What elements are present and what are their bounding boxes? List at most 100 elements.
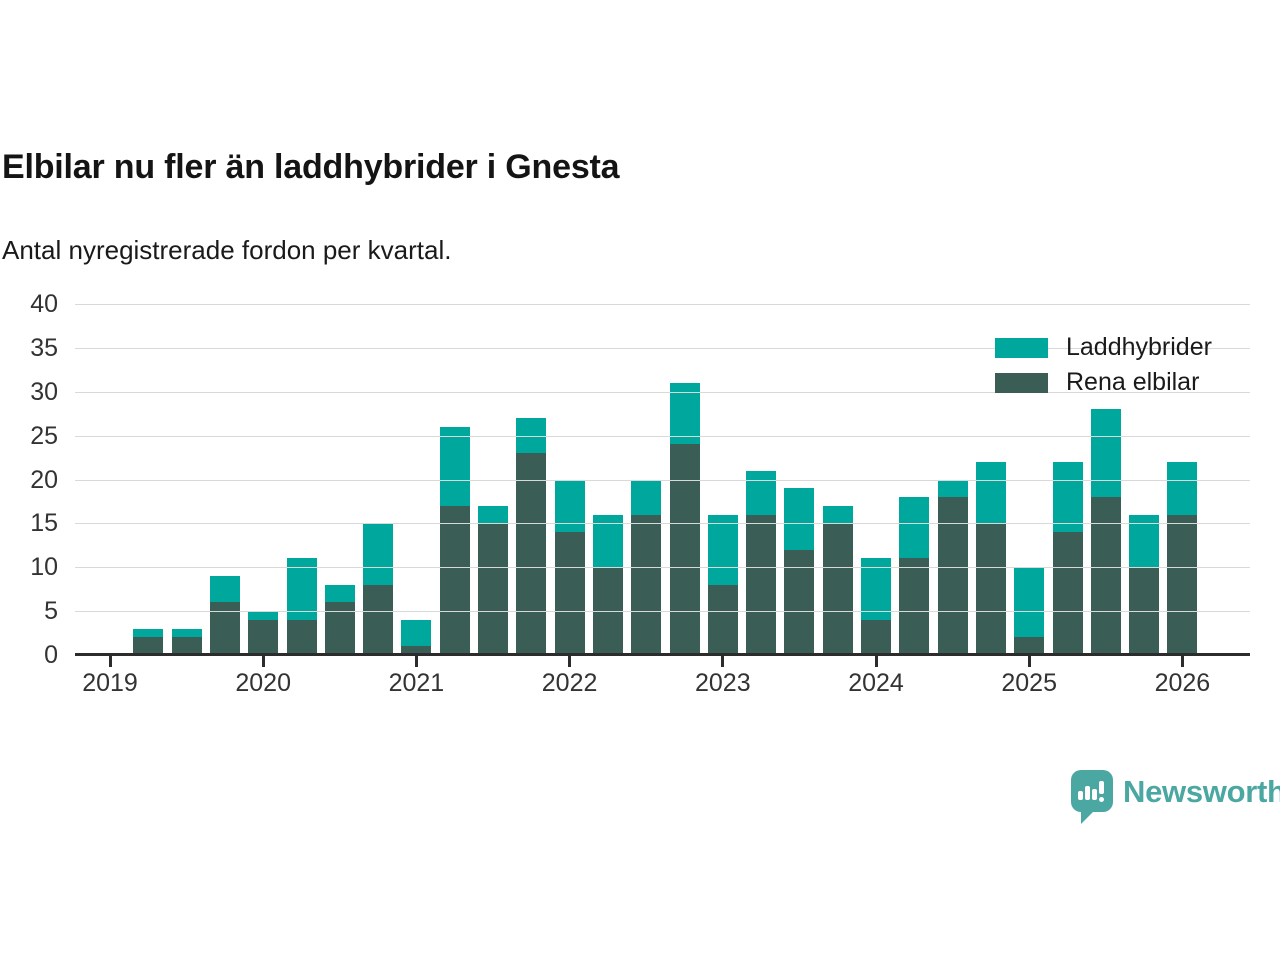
bar-2025-q2-rena-elbilar	[1052, 532, 1083, 655]
y-gridline-20	[75, 479, 1250, 481]
bar-2023-q3-laddhybrider	[784, 488, 815, 550]
legend-label: Rena elbilar	[1066, 368, 1200, 396]
bar-2022-q3-laddhybrider	[631, 479, 662, 515]
y-axis-label-20: 20	[30, 465, 58, 494]
y-axis-label-5: 5	[44, 597, 58, 626]
y-axis-label-15: 15	[30, 509, 58, 538]
bar-2019-q4-rena-elbilar	[209, 602, 240, 655]
logo-exclamation-dot	[1099, 796, 1104, 802]
bar-2020-q4-rena-elbilar	[363, 584, 394, 655]
bar-2022-q3-rena-elbilar	[631, 514, 662, 655]
bar-2021-q4-rena-elbilar	[516, 453, 547, 655]
y-gridline-5	[75, 611, 1250, 613]
bar-2024-q1-laddhybrider	[861, 558, 891, 620]
bar-2025-q3-rena-elbilar	[1090, 497, 1121, 655]
x-axis-label-2020: 2020	[235, 669, 291, 697]
y-axis-label-10: 10	[30, 553, 58, 582]
bar-2021-q3-laddhybrider	[478, 505, 508, 524]
bar-2023-q4-laddhybrider	[822, 505, 853, 524]
bar-2024-q3-rena-elbilar	[937, 497, 968, 655]
bar-2020-q3-laddhybrider	[324, 584, 355, 603]
legend-item-laddhybrider: Laddhybrider	[995, 330, 1212, 365]
x-axis	[75, 653, 1250, 656]
bar-2023-q2-rena-elbilar	[746, 514, 777, 655]
bar-2024-q4-rena-elbilar	[975, 523, 1006, 655]
x-axis-tick-2024	[874, 656, 878, 667]
bar-2023-q2-laddhybrider	[746, 470, 777, 515]
x-axis-label-2026: 2026	[1154, 669, 1211, 697]
legend-label: Laddhybrider	[1066, 333, 1212, 361]
bar-2025-q2-laddhybrider	[1052, 461, 1083, 533]
bar-2021-q4-laddhybrider	[516, 418, 547, 454]
x-axis-tick-2021	[414, 656, 418, 667]
logo-bar-1	[1078, 791, 1083, 800]
legend: Laddhybrider Rena elbilar	[995, 330, 1212, 400]
x-axis-label-2023: 2023	[694, 669, 751, 697]
bar-2024-q4-laddhybrider	[975, 461, 1006, 524]
bar-2021-q1-laddhybrider	[401, 619, 432, 647]
bar-2019-q2-laddhybrider	[133, 628, 164, 638]
legend-item-rena-elbilar: Rena elbilar	[995, 365, 1212, 400]
bar-2022-q1-laddhybrider	[554, 479, 585, 533]
bar-2019-q2-rena-elbilar	[133, 637, 164, 655]
y-gridline-40	[75, 304, 1250, 305]
bar-2022-q1-rena-elbilar	[554, 532, 585, 655]
rena-elbilar-swatch-icon	[995, 372, 1048, 393]
bar-2019-q3-rena-elbilar	[171, 637, 202, 655]
bar-2019-q4-laddhybrider	[209, 576, 240, 603]
y-gridline-15	[75, 523, 1250, 525]
x-axis-label-2025: 2025	[1001, 669, 1057, 697]
bar-2025-q3-laddhybrider	[1090, 409, 1121, 498]
logo-bar-3	[1092, 789, 1097, 800]
y-gridline-30	[75, 391, 1250, 393]
y-axis-label-30: 30	[30, 377, 58, 406]
bar-2025-q1-laddhybrider	[1014, 567, 1045, 638]
bar-2023-q1-rena-elbilar	[707, 584, 738, 655]
chart-title: Elbilar nu fler än laddhybrider i Gnesta	[2, 148, 620, 186]
newsworthy-logo: Newsworthy	[1071, 770, 1280, 824]
x-axis-tick-2022	[568, 656, 572, 667]
bar-2020-q4-laddhybrider	[363, 523, 394, 585]
bar-2020-q3-rena-elbilar	[324, 602, 355, 655]
bar-2021-q3-rena-elbilar	[478, 523, 508, 655]
bar-2021-q2-laddhybrider	[439, 426, 470, 506]
bar-2022-q4-rena-elbilar	[669, 444, 700, 655]
y-axis-label-25: 25	[30, 421, 58, 450]
x-axis-label-2021: 2021	[388, 669, 445, 697]
logo-exclamation-stroke	[1099, 781, 1104, 794]
bar-2024-q3-laddhybrider	[937, 479, 968, 498]
bar-2024-q1-rena-elbilar	[861, 619, 891, 655]
plot-area: 2026 2025 2024 2023 2022 2021 2020 2019 40 35 30 25…	[0, 280, 1280, 710]
laddhybrider-swatch-icon	[995, 337, 1048, 358]
bar-2020-q2-laddhybrider	[286, 558, 317, 620]
logo-bar-2	[1085, 786, 1090, 800]
brand-name: Newsworthy	[1123, 774, 1280, 809]
bar-2022-q4-laddhybrider	[669, 382, 700, 445]
bar-2025-q4-laddhybrider	[1129, 514, 1160, 568]
x-axis-tick-2023	[721, 656, 725, 667]
bar-2025-q1-rena-elbilar	[1014, 637, 1045, 655]
bar-chart-speech-bubble-icon	[1071, 770, 1113, 824]
bar-2022-q2-laddhybrider	[592, 514, 623, 568]
y-axis-label-0: 0	[44, 641, 58, 669]
x-axis-tick-2025	[1027, 656, 1031, 667]
bar-2019-q3-laddhybrider	[171, 628, 202, 638]
bar-2020-q1-laddhybrider	[248, 611, 279, 620]
y-axis-label-35: 35	[30, 333, 58, 362]
x-axis-tick-2019	[108, 656, 112, 667]
y-gridline-25	[75, 435, 1250, 437]
bar-2023-q3-rena-elbilar	[784, 549, 815, 655]
y-gridline-35	[75, 347, 1250, 349]
bar-2023-q1-laddhybrider	[707, 514, 738, 585]
chart-subtitle: Antal nyregistrerade fordon per kvartal.	[2, 235, 452, 265]
x-axis-label-2024: 2024	[848, 669, 904, 697]
bar-2020-q1-rena-elbilar	[248, 619, 279, 655]
bar-2026-q1-laddhybrider	[1167, 461, 1198, 515]
y-gridline-10	[75, 567, 1250, 569]
bar-2021-q2-rena-elbilar	[439, 505, 470, 655]
bar-2021-q1-rena-elbilar	[401, 646, 432, 655]
y-axis-label-40: 40	[30, 290, 58, 318]
x-axis-label-2019: 2019	[82, 669, 138, 697]
bar-2026-q1-rena-elbilar	[1167, 514, 1198, 655]
